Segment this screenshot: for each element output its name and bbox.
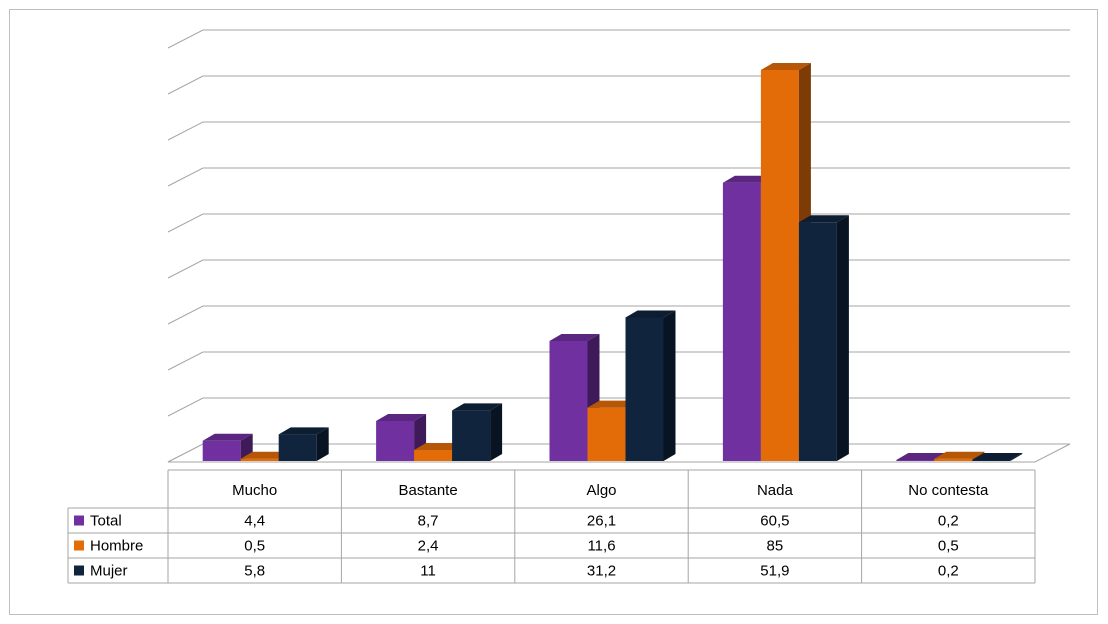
table-cell: 0,2 [938,513,959,530]
legend-key-total [74,515,84,526]
gridline [167,29,1070,49]
table-cell: 51,9 [760,563,789,580]
table-cell: 31,2 [587,563,616,580]
gridline [167,351,1070,371]
table-cell: 11 [420,563,436,580]
legend-label-hombre: Hombre [90,538,143,555]
legend-label-total: Total [90,513,122,530]
table-cell: 26,1 [587,513,616,530]
bar-mujer-3 [798,215,849,461]
bar-mujer-4 [972,453,1023,461]
table-cell: 85 [767,538,784,555]
gridline [167,259,1070,279]
gridlines [167,29,1071,463]
category-label: Nada [757,482,794,499]
table-cell: 2,4 [418,538,439,555]
table-cell: 0,5 [244,538,265,555]
bar-total-0 [202,433,253,461]
bar-mujer-2 [625,310,676,461]
table-cell: 0,5 [938,538,959,555]
bar-mujer-1 [452,403,503,461]
legend-key-hombre [74,540,84,551]
bars [202,63,1023,461]
legend-key-mujer [74,565,84,576]
gridline [167,75,1070,95]
category-label: Mucho [232,482,277,499]
gridline [167,167,1070,187]
category-label: Algo [586,482,616,499]
table-cell: 0,2 [938,563,959,580]
legend-label-mujer: Mujer [90,563,128,580]
gridline [167,121,1070,141]
table-cell: 60,5 [760,513,789,530]
gridline [167,305,1070,325]
table-cell: 8,7 [418,513,439,530]
data-table: Mucho Bastante Algo Nada No contesta Total 4,4… [67,469,1036,584]
table-cell: 5,8 [244,563,265,580]
category-label: Bastante [398,482,457,499]
table-cell: 11,6 [587,538,615,555]
category-label: No contesta [908,482,989,499]
table-cell: 4,4 [244,513,265,530]
gridline [167,213,1070,233]
bar-mujer-0 [278,427,329,461]
